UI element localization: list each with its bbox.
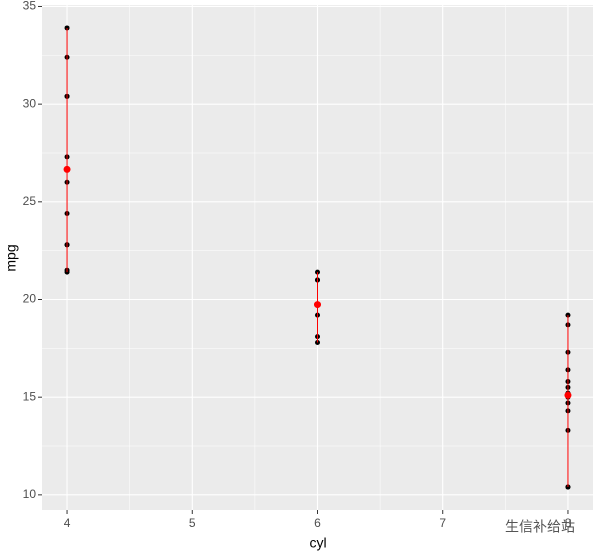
y-tick-label: 10	[23, 487, 37, 501]
mean-point	[314, 301, 321, 309]
y-tick-label: 30	[23, 96, 37, 110]
y-axis-title: mpg	[3, 244, 19, 271]
x-tick-label: 6	[314, 516, 321, 530]
x-tick-label: 5	[189, 516, 196, 530]
x-tick-label: 7	[439, 516, 446, 530]
watermark: 生信补给站	[505, 519, 575, 535]
mean-point	[63, 165, 71, 173]
x-tick-label: 8	[565, 516, 572, 530]
y-tick-label: 35	[23, 0, 37, 13]
x-tick-label: 4	[64, 516, 71, 530]
y-tick-label: 25	[23, 194, 37, 208]
mean-point	[564, 391, 572, 399]
y-tick-label: 15	[23, 389, 37, 403]
y-tick-label: 20	[23, 292, 37, 306]
x-axis-title: cyl	[309, 535, 326, 551]
